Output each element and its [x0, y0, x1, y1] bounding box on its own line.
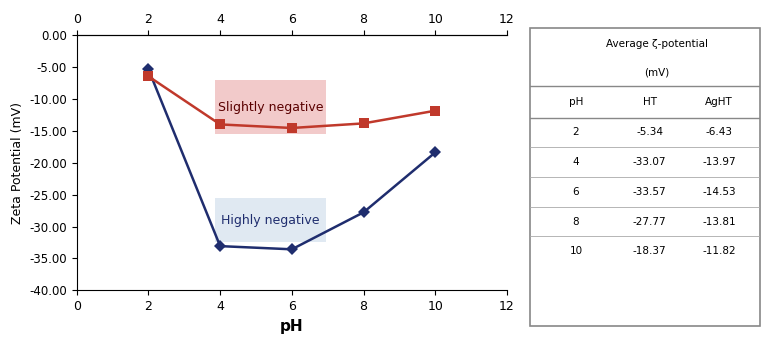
Text: AgHT: AgHT — [705, 97, 733, 107]
Text: 2: 2 — [573, 127, 579, 137]
Text: -18.37: -18.37 — [633, 246, 667, 256]
Text: 10: 10 — [569, 246, 583, 256]
Text: 6: 6 — [573, 187, 579, 197]
Text: -27.77: -27.77 — [633, 217, 667, 227]
Text: Slightly negative: Slightly negative — [217, 101, 323, 114]
X-axis label: pH: pH — [280, 319, 303, 333]
Text: -11.82: -11.82 — [702, 246, 736, 256]
Text: 8: 8 — [573, 217, 579, 227]
Text: -13.97: -13.97 — [702, 157, 736, 167]
Text: Highly negative: Highly negative — [221, 214, 319, 227]
Text: HT: HT — [643, 97, 657, 107]
Text: -33.07: -33.07 — [633, 157, 667, 167]
Bar — [215, 80, 326, 134]
Text: -13.81: -13.81 — [702, 217, 736, 227]
Text: -14.53: -14.53 — [702, 187, 736, 197]
Text: -6.43: -6.43 — [705, 127, 733, 137]
Text: -33.57: -33.57 — [633, 187, 667, 197]
Text: (mV): (mV) — [644, 68, 669, 78]
Text: pH: pH — [569, 97, 583, 107]
Y-axis label: Zeta Potential (mV): Zeta Potential (mV) — [11, 102, 24, 224]
Bar — [215, 198, 326, 242]
Text: Average ζ-potential: Average ζ-potential — [606, 39, 707, 49]
Text: -5.34: -5.34 — [636, 127, 664, 137]
Text: 4: 4 — [573, 157, 579, 167]
